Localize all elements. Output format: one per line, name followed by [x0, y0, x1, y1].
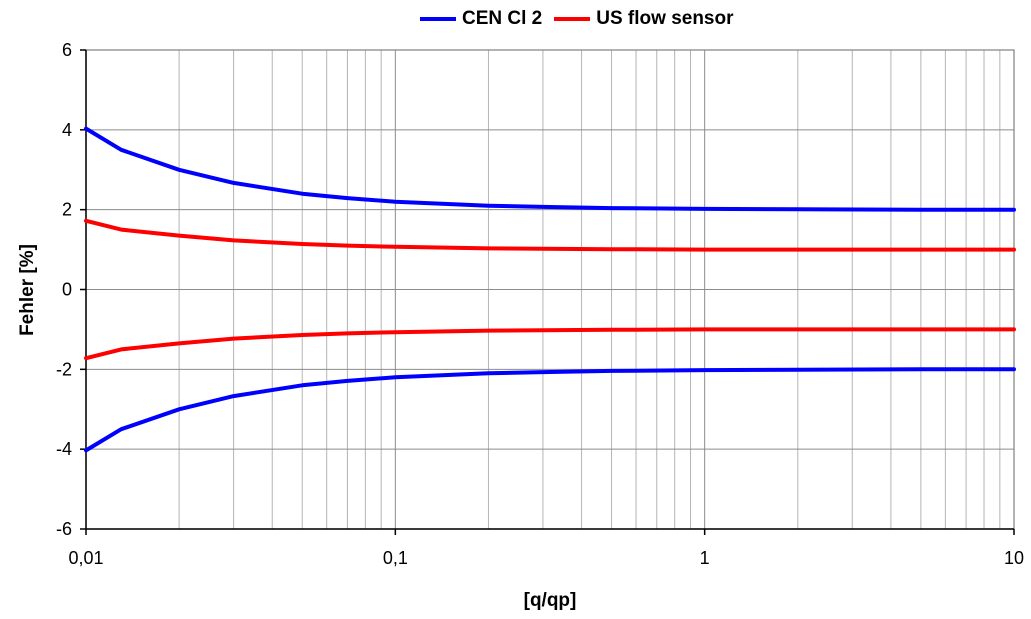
- x-tick-label: 0,1: [383, 548, 408, 568]
- y-tick-label: 0: [62, 280, 72, 300]
- x-tick-label: 10: [1004, 548, 1024, 568]
- y-tick-label: 6: [62, 40, 72, 60]
- legend: CEN Cl 2 US flow sensor: [420, 8, 734, 30]
- y-tick-label: 4: [62, 120, 72, 140]
- x-tick-label: 1: [700, 548, 710, 568]
- legend-swatch-us: [554, 17, 591, 21]
- series-line-us-lower: [84, 327, 1016, 361]
- legend-item-us: US flow sensor: [554, 8, 734, 30]
- series-line-cen-upper: [84, 126, 1016, 212]
- x-axis-label: [q/qp]: [523, 590, 577, 611]
- legend-swatch-cen: [420, 17, 456, 21]
- y-axis-label: Fehler [%]: [17, 244, 38, 336]
- y-tick-label: -6: [56, 519, 72, 539]
- legend-label-cen: CEN Cl 2: [462, 8, 543, 29]
- y-tick-label: -2: [56, 359, 72, 379]
- series-line-cen-lower: [84, 367, 1016, 453]
- y-tick-label: 2: [62, 200, 72, 220]
- legend-label-us: US flow sensor: [596, 8, 734, 29]
- x-tick-label: 0,01: [68, 548, 103, 568]
- legend-item-cen: CEN Cl 2: [420, 8, 542, 30]
- y-tick-label: -4: [56, 439, 72, 459]
- series-line-us-upper: [84, 218, 1016, 252]
